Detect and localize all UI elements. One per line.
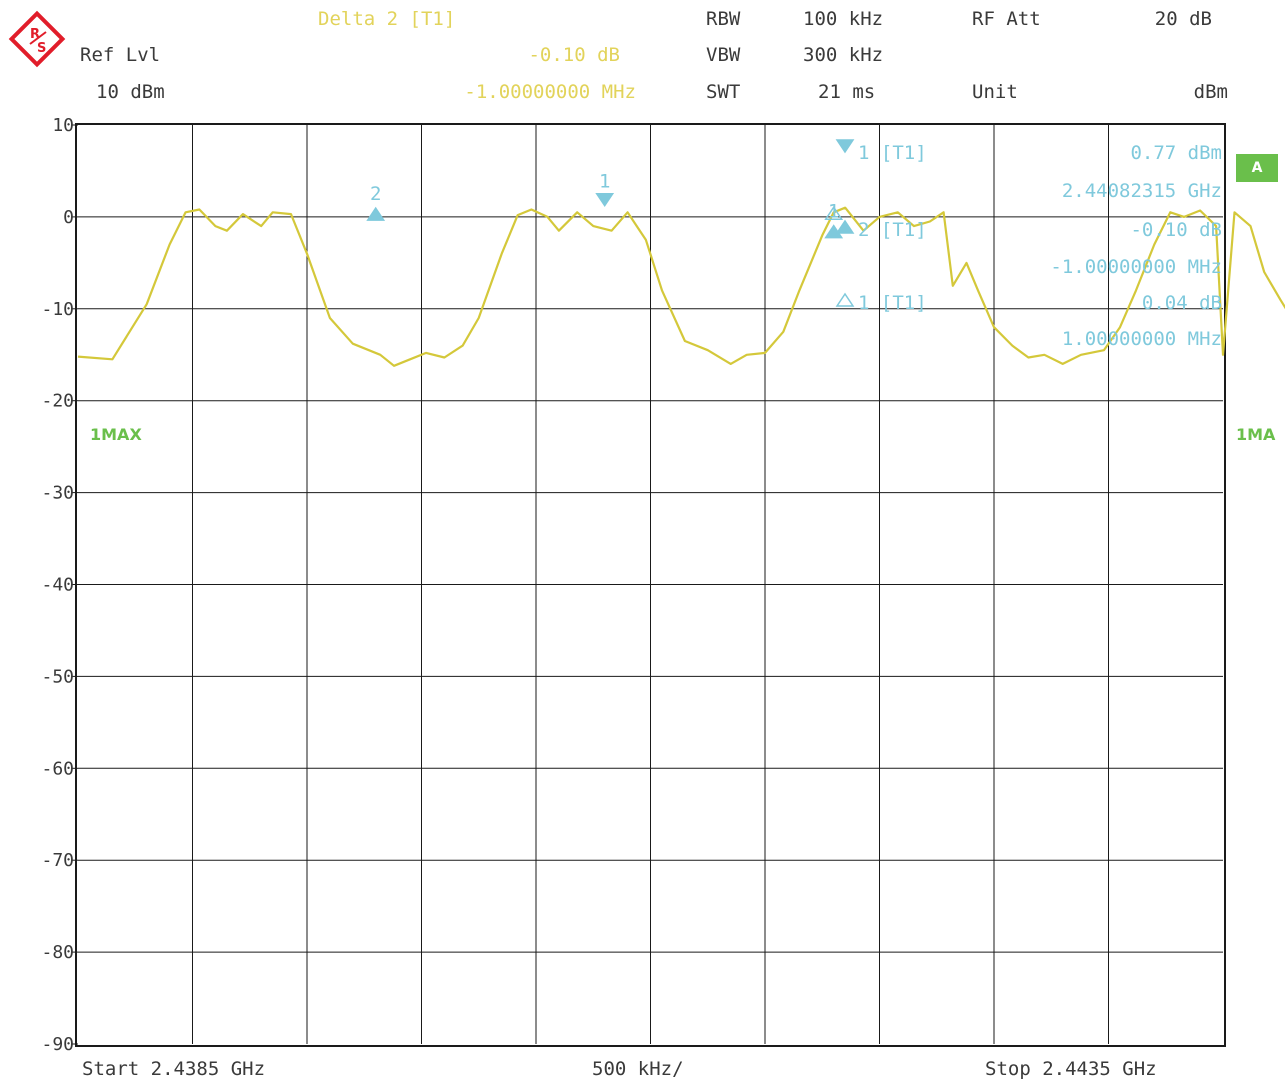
ref-level-label: Ref Lvl — [80, 44, 161, 66]
y-tick-label: -60 — [41, 758, 74, 779]
trace-mode-label-right: 1MA — [1236, 425, 1276, 444]
unit-value: dBm — [1193, 81, 1228, 103]
marker-info-label: 1 [T1] — [858, 142, 927, 164]
marker-info-symbol — [835, 139, 855, 154]
rbw-label: RBW — [706, 8, 741, 30]
rbw-value: 100 kHz — [803, 8, 884, 30]
marker-info-level: 0.04 dB — [1142, 292, 1222, 314]
rf-att-value: 20 dB — [1154, 8, 1212, 30]
ref-level-value: 10 dBm — [96, 81, 165, 103]
delta-marker-title: Delta 2 [T1] — [318, 8, 456, 30]
marker-number: 1 — [828, 201, 839, 223]
marker-info-frequency: -1.00000000 MHz — [1050, 256, 1222, 278]
y-tick-label: -30 — [41, 483, 74, 504]
y-tick-label: 10 — [52, 115, 74, 136]
rohde-schwarz-logo: R S — [8, 10, 66, 68]
y-tick-label: -70 — [41, 850, 74, 871]
span-per-division: 500 kHz/ — [592, 1058, 684, 1080]
swt-label: SWT — [706, 81, 741, 103]
vbw-label: VBW — [706, 44, 741, 66]
marker-info-symbol — [835, 219, 855, 234]
y-tick-label: -80 — [41, 942, 74, 963]
y-tick-label: -90 — [41, 1034, 74, 1055]
y-tick-label: -20 — [41, 391, 74, 412]
vbw-value: 300 kHz — [803, 44, 884, 66]
y-tick-label: -10 — [41, 299, 74, 320]
svg-text:S: S — [37, 41, 46, 56]
marker-info-frequency: 1.00000000 MHz — [1062, 328, 1222, 350]
svg-text:R: R — [30, 27, 40, 42]
marker-number: 2 — [370, 183, 381, 205]
y-tick-label: 0 — [63, 207, 74, 228]
y-tick-label: -50 — [41, 666, 74, 687]
swt-value: 21 ms — [818, 81, 876, 103]
rf-att-label: RF Att — [972, 8, 1041, 30]
marker-info-symbol — [835, 292, 855, 307]
trace-line — [77, 206, 1285, 367]
delta-marker-level: -0.10 dB — [528, 44, 620, 66]
marker-info-label: 2 [T1] — [858, 219, 927, 241]
marker-info-level: -0.10 dB — [1130, 219, 1222, 241]
stop-frequency: Stop 2.4435 GHz — [985, 1058, 1157, 1080]
trace-a-badge: A — [1236, 154, 1278, 182]
marker-triangle — [595, 192, 615, 208]
marker-triangle — [366, 206, 386, 221]
delta-marker-freq: -1.00000000 MHz — [464, 81, 636, 103]
trace-mode-label-left: 1MAX — [90, 425, 142, 444]
marker-number: 1 — [599, 171, 610, 193]
start-frequency: Start 2.4385 GHz — [82, 1058, 266, 1080]
marker-info-frequency: 2.44082315 GHz — [1062, 180, 1222, 202]
unit-label: Unit — [972, 81, 1018, 103]
marker-triangle — [824, 205, 844, 220]
marker-info-level: 0.77 dBm — [1130, 142, 1222, 164]
y-tick-label: -40 — [41, 575, 74, 596]
marker-info-label: 1 [T1] — [858, 292, 927, 314]
